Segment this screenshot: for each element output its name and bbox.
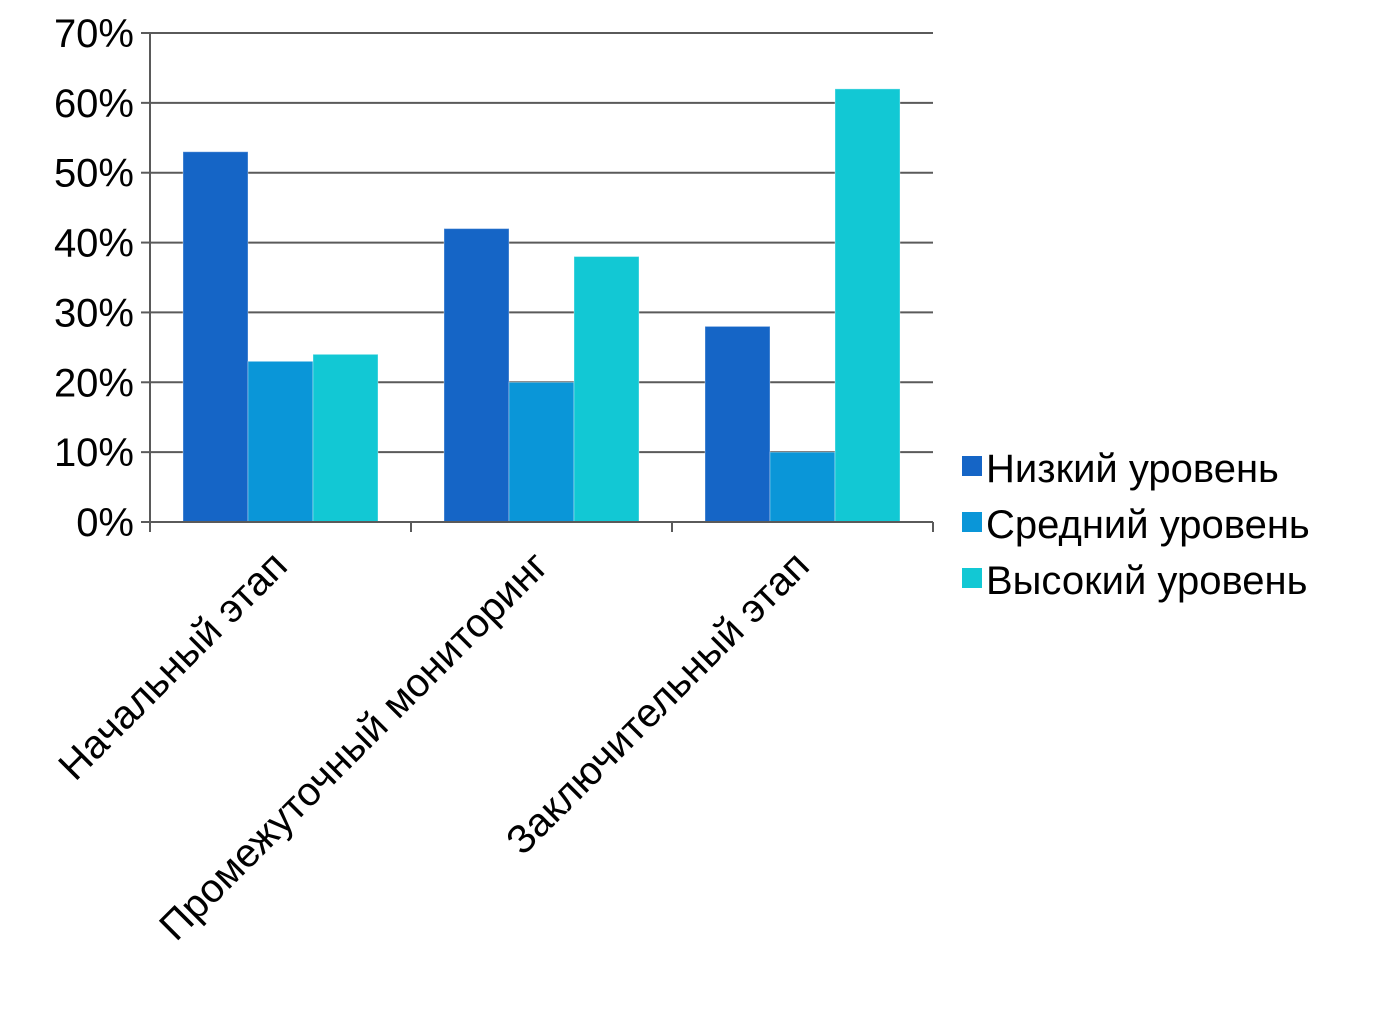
category-label: Заключительный этап [498,543,818,863]
bar [704,325,771,523]
y-tick-label: 10% [54,431,134,475]
axes [141,32,934,532]
legend-label: Низкий уровень [986,447,1279,491]
y-tick-labels: 0% 10% 20% 30% 40% 50% 60% 70% [54,12,134,545]
y-tick-label: 30% [54,291,134,335]
bar [508,381,575,523]
y-tick-label: 60% [54,82,134,126]
y-tick-label: 50% [54,152,134,196]
y-tick-label: 40% [54,222,134,266]
legend-label: Высокий уровень [986,559,1307,603]
y-tick-label: 70% [54,12,134,56]
bars [182,88,901,523]
bar [769,451,836,523]
legend-label: Средний уровень [986,503,1310,547]
bar [443,228,510,523]
legend-swatch [962,512,982,532]
y-tick-label: 20% [54,361,134,405]
bar [312,353,379,523]
category-label: Начальный этап [50,543,295,788]
bar [182,151,249,523]
y-tick-label: 0% [76,501,134,545]
legend-swatch [962,456,982,476]
bar [834,88,901,523]
legend-swatch [962,568,982,588]
legend: Низкий уровень Средний уровень Высокий уро… [962,447,1310,603]
bar [573,256,640,523]
bar [247,360,314,523]
